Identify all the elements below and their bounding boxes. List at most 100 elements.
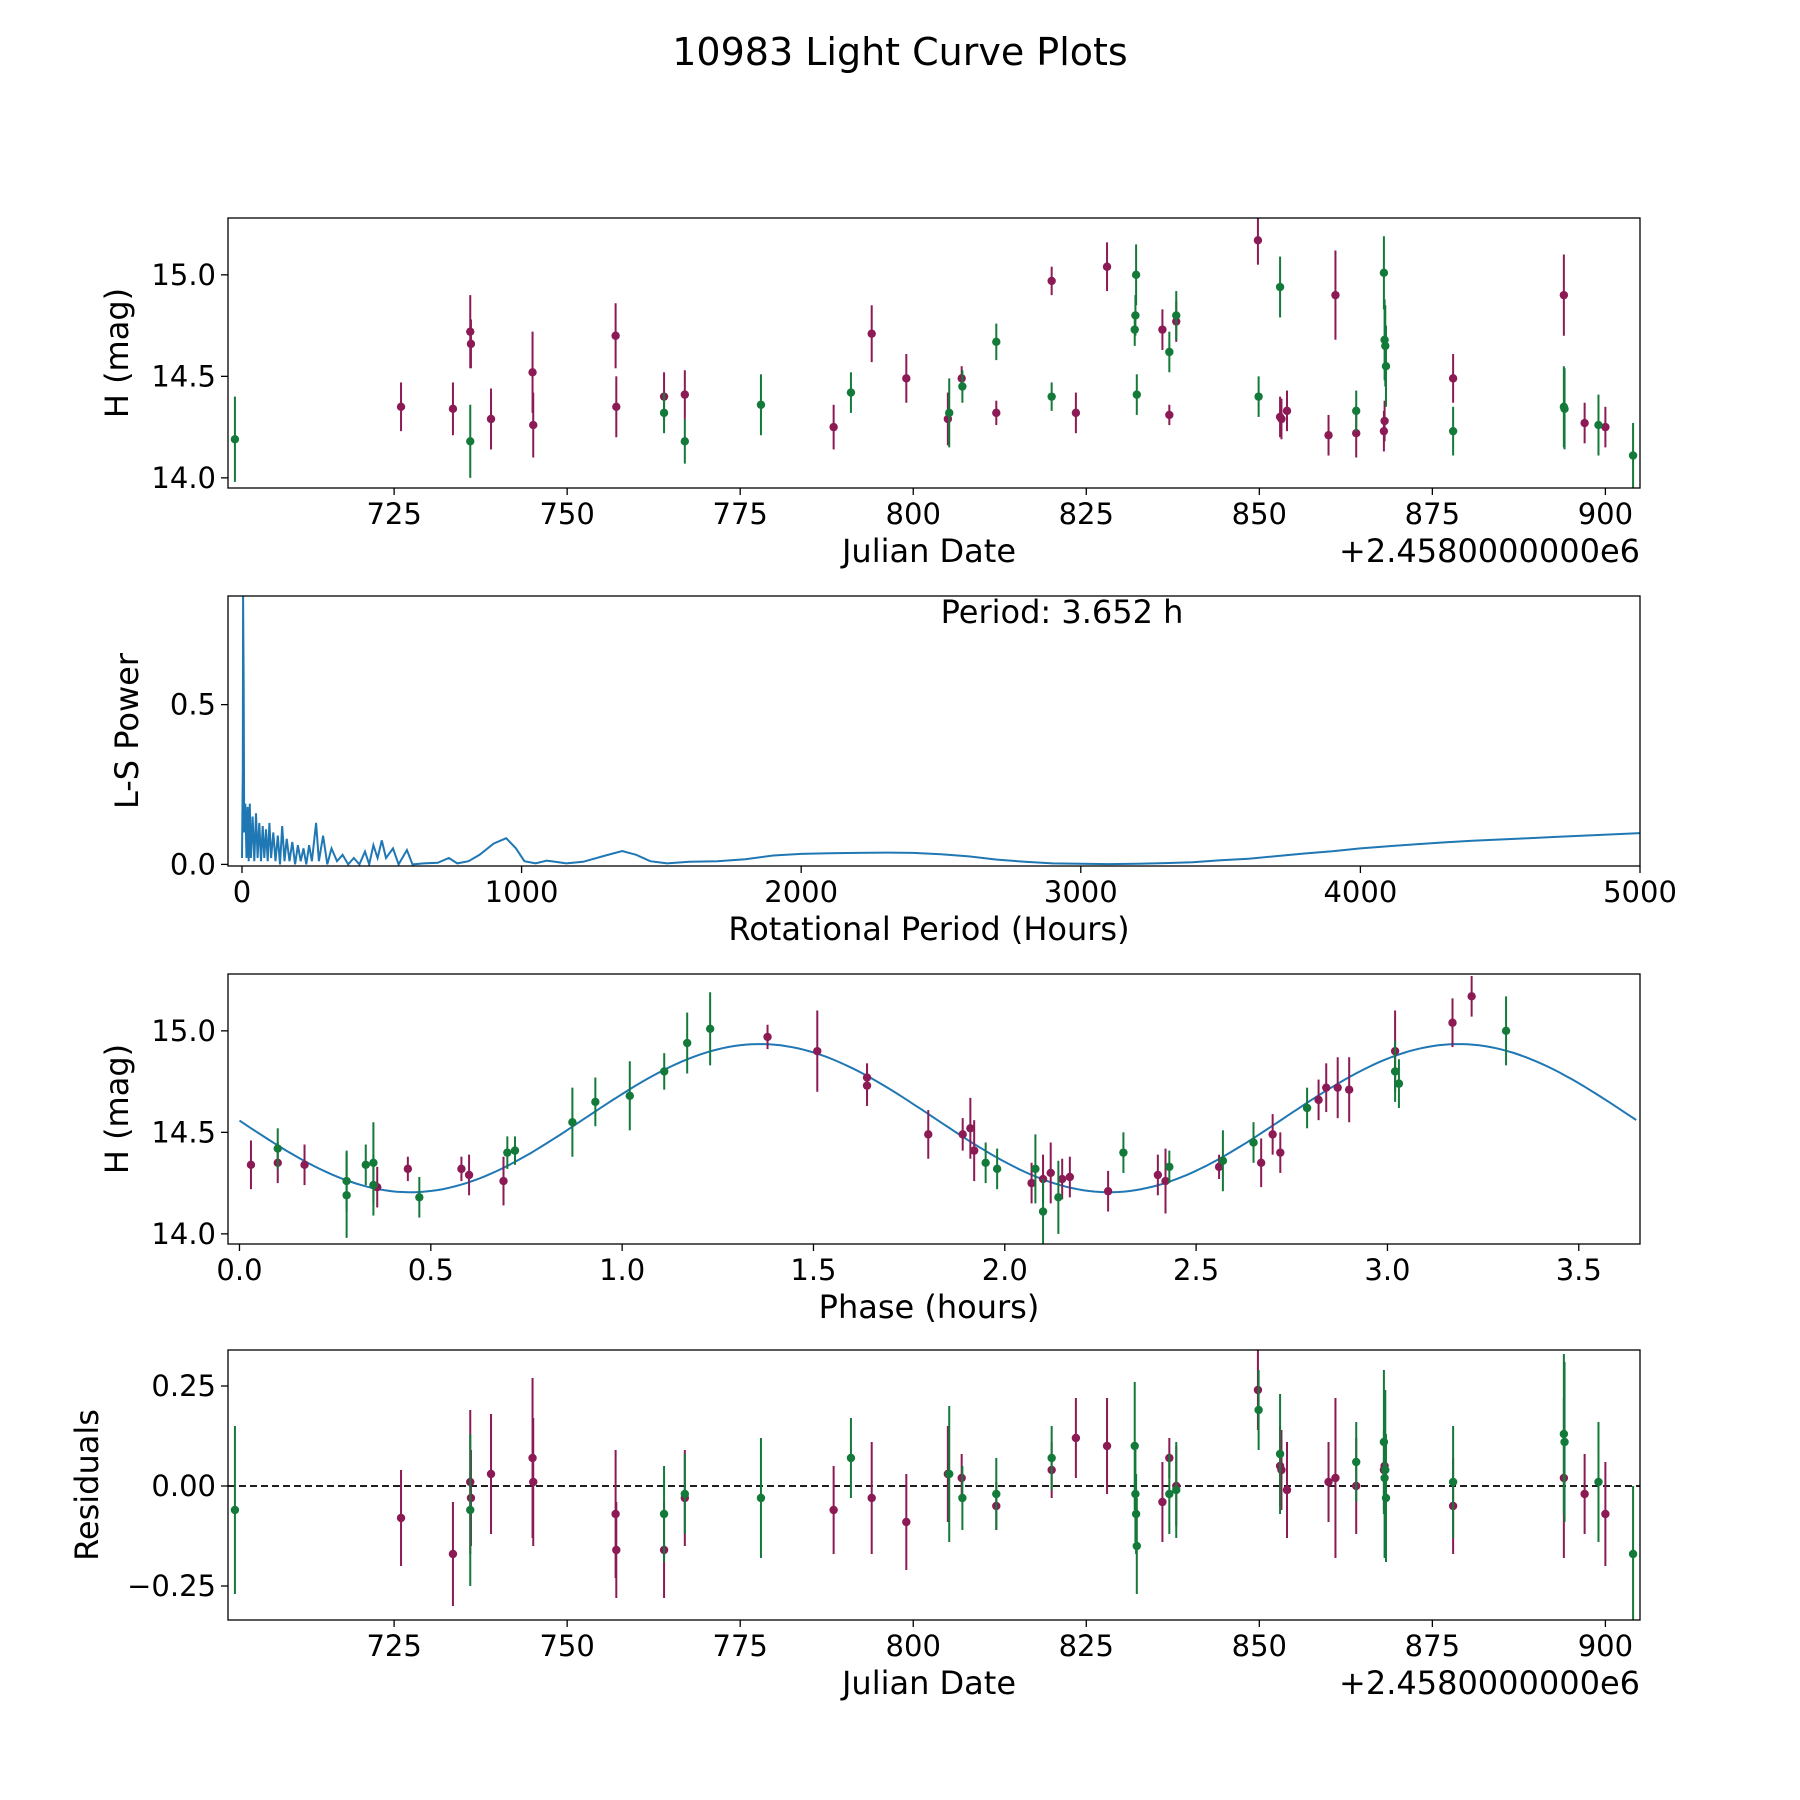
residuals-xtick-label: 850 [1232, 1629, 1287, 1663]
residuals-xtick-label: 750 [539, 1629, 594, 1663]
periodogram-xtick-label: 5000 [1603, 875, 1677, 909]
data-point [1594, 1477, 1603, 1487]
residuals-ytick-label: 0.25 [151, 1369, 216, 1403]
phase-fold-xtick-label: 0.0 [216, 1253, 262, 1287]
data-point [612, 402, 621, 411]
data-point [659, 408, 669, 418]
data-point [1352, 1457, 1361, 1467]
data-point [659, 1509, 669, 1519]
residuals-xtick-label: 800 [886, 1629, 941, 1663]
data-point [591, 1097, 600, 1107]
phase-fold-series-band_b [273, 992, 1511, 1244]
data-point [1047, 1453, 1056, 1463]
data-point [1594, 420, 1603, 430]
phase-fold-xtick-label: 0.5 [408, 1253, 454, 1287]
data-point [705, 1024, 715, 1034]
data-point [992, 1489, 1001, 1499]
data-point [466, 1505, 475, 1515]
data-point [448, 1549, 458, 1559]
data-point [1344, 1085, 1354, 1094]
phase-fold-xlabel: Phase (hours) [819, 1288, 1040, 1326]
data-point [1381, 361, 1391, 371]
data-point [1277, 414, 1286, 424]
residuals-xtick-label: 725 [366, 1629, 421, 1663]
residuals-xtick-label: 825 [1059, 1629, 1114, 1663]
data-point [945, 408, 954, 418]
data-point [1102, 262, 1112, 271]
data-point [1331, 290, 1340, 300]
data-point [846, 1453, 856, 1463]
data-point [1282, 406, 1292, 416]
residuals-series-band_b [230, 1354, 1638, 1620]
data-point [1324, 1477, 1333, 1487]
data-point [1628, 451, 1638, 460]
light-curve-xtick-label: 750 [539, 497, 594, 531]
data-point [1448, 1477, 1458, 1487]
data-point [1333, 1083, 1342, 1092]
data-point [958, 382, 967, 391]
light-curve-ytick-label: 14.5 [151, 359, 216, 393]
residuals-offset-label: +2.4580000000e6 [1339, 1664, 1640, 1702]
light-curve-panel: 725 750 775 800 825 850 875 900 14.0 14.5 15.0 Juli… [98, 217, 1641, 570]
data-point [1054, 1193, 1063, 1202]
light-curve-xtick-label: 825 [1059, 497, 1114, 531]
data-point [1560, 1437, 1569, 1447]
data-point [660, 1067, 669, 1076]
data-point [510, 1146, 520, 1155]
data-point [369, 1180, 378, 1190]
data-point [1102, 1441, 1112, 1451]
data-point [486, 1469, 496, 1479]
data-point [1253, 236, 1263, 245]
data-point [1448, 426, 1458, 436]
light-curve-xtick-label: 725 [366, 497, 421, 531]
data-point [813, 1046, 822, 1056]
periodogram-frame [227, 595, 1641, 867]
residuals-xtick-label: 775 [713, 1629, 768, 1663]
data-point [1275, 1449, 1285, 1459]
data-point [1031, 1164, 1040, 1174]
data-point [230, 435, 240, 444]
data-point [981, 1158, 990, 1167]
data-point [1580, 418, 1589, 428]
data-point [246, 1160, 256, 1170]
data-point [1218, 1156, 1228, 1165]
data-point [1324, 431, 1333, 440]
phase-fold-plot-area [238, 976, 1637, 1244]
residuals-frame [227, 1349, 1641, 1621]
data-point [1047, 392, 1056, 401]
data-point [992, 337, 1001, 347]
data-point [1131, 270, 1141, 280]
light-curve-xtick-label: 875 [1405, 497, 1460, 531]
residuals-xlabel: Julian Date [840, 1664, 1016, 1702]
light-curve-series-band_a [396, 218, 1610, 458]
data-point [867, 329, 876, 338]
data-point [1071, 408, 1081, 418]
data-point [756, 1493, 766, 1503]
data-point [529, 1477, 538, 1487]
data-point [361, 1160, 370, 1170]
light-curve-xtick-label: 800 [886, 497, 941, 531]
data-point [1254, 392, 1263, 401]
residuals-ytick-label: −0.25 [127, 1569, 216, 1603]
data-point [529, 420, 538, 430]
data-point [992, 408, 1001, 418]
figure-title: 10983 Light Curve Plots [672, 30, 1127, 74]
periodogram-ylabel: L-S Power [108, 652, 146, 809]
data-point [1027, 1178, 1036, 1188]
data-point [862, 1081, 872, 1090]
periodogram-ytick-label: 0.5 [170, 688, 216, 722]
data-point [1172, 311, 1181, 320]
light-curve-xtick-label: 850 [1232, 497, 1287, 531]
data-point [1161, 1176, 1170, 1186]
data-point [1268, 1130, 1277, 1139]
data-point [763, 1032, 772, 1042]
data-point [342, 1176, 351, 1186]
light-curve-offset-label: +2.4580000000e6 [1339, 532, 1640, 570]
light-curve-xtick-label: 775 [713, 497, 768, 531]
data-point [682, 1038, 692, 1048]
data-point [503, 1148, 512, 1157]
data-point [1275, 282, 1285, 292]
data-point [1165, 410, 1174, 420]
data-point [466, 437, 475, 446]
